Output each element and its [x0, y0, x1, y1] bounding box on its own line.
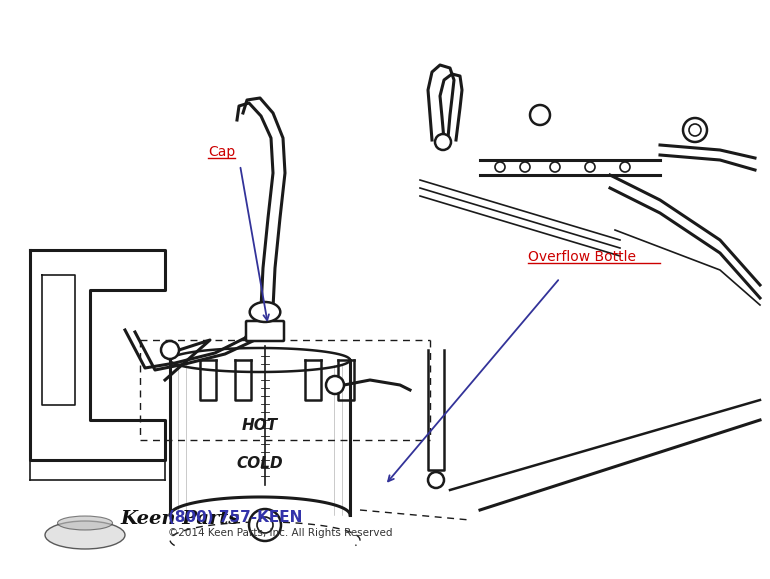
Ellipse shape — [58, 516, 112, 530]
Circle shape — [550, 162, 560, 172]
Ellipse shape — [45, 521, 125, 549]
Text: Overflow Bottle: Overflow Bottle — [528, 250, 636, 264]
Circle shape — [249, 509, 281, 541]
Text: HOT: HOT — [242, 417, 278, 433]
Circle shape — [620, 162, 630, 172]
Circle shape — [495, 162, 505, 172]
Circle shape — [257, 517, 273, 533]
Circle shape — [530, 105, 550, 125]
Text: Keen Parts: Keen Parts — [120, 510, 239, 528]
Circle shape — [428, 472, 444, 488]
Ellipse shape — [249, 302, 280, 322]
Circle shape — [435, 134, 451, 150]
Text: (800) 757-KEEN: (800) 757-KEEN — [168, 510, 303, 525]
Circle shape — [326, 376, 344, 394]
Circle shape — [520, 162, 530, 172]
FancyBboxPatch shape — [246, 321, 284, 341]
Text: ©2014 Keen Parts, Inc. All Rights Reserved: ©2014 Keen Parts, Inc. All Rights Reserv… — [168, 528, 393, 538]
Circle shape — [585, 162, 595, 172]
Circle shape — [161, 341, 179, 359]
Circle shape — [689, 124, 701, 136]
Text: Cap: Cap — [208, 145, 236, 159]
Circle shape — [683, 118, 707, 142]
Text: COLD: COLD — [236, 456, 283, 471]
